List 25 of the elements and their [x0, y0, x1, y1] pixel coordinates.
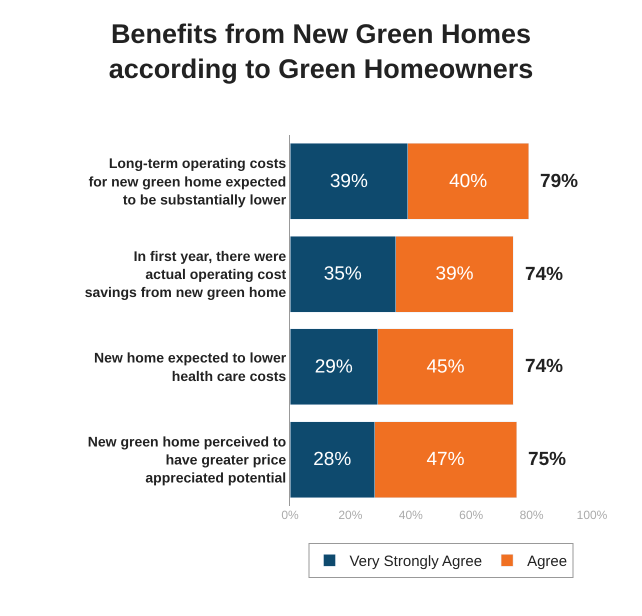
x-tick-label: 60%: [459, 508, 484, 522]
x-tick-label: 20%: [338, 508, 363, 522]
legend-label: Agree: [527, 553, 568, 570]
total-label: 74%: [525, 356, 564, 377]
chart-title: Benefits from New Green Homes according to Green Homeowners: [108, 19, 534, 84]
y-tick-label: New green home perceived to have greater price appreciated potential: [88, 433, 286, 486]
data-label: 35%: [324, 264, 362, 285]
total-label: 75%: [528, 449, 566, 470]
total-label: 74%: [525, 264, 564, 285]
legend-label: Very Strongly Agree: [350, 553, 482, 570]
total-label: 79%: [540, 171, 578, 192]
y-tick-label: In first year, there were actual operating cost savings from new green home: [84, 248, 287, 300]
y-tick-label: New home expected to lower health care costs: [94, 350, 287, 384]
data-label: 29%: [314, 356, 353, 378]
y-tick-label: Long-term operating costs for new green home expected to be substantially lower: [88, 155, 287, 208]
data-label: 47%: [426, 449, 465, 470]
data-label: 40%: [449, 170, 488, 192]
x-tick-label: 0%: [281, 508, 299, 522]
data-label: 39%: [330, 170, 368, 192]
data-label: 28%: [313, 449, 352, 470]
data-label: 45%: [426, 356, 465, 378]
x-tick-label: 100%: [576, 508, 608, 522]
x-tick-label: 80%: [520, 508, 544, 522]
x-tick-label: 40%: [398, 508, 424, 522]
data-label: 39%: [436, 264, 474, 285]
